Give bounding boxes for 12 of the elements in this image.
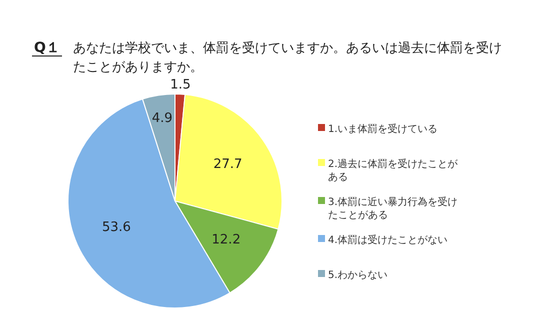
data-label: 1.5 (170, 78, 191, 93)
chart-title: Q１ (34, 40, 60, 56)
data-label: 27.7 (213, 156, 242, 172)
legend-label: 1.いま体罰を受けている (328, 123, 438, 135)
chart-subtitle: あなたは学校でいま、体罰を受けていますか。あるいは過去に体罰を受けたことがありますか。 (73, 41, 502, 75)
data-label: 12.2 (212, 232, 241, 248)
legend-label: 3.体罰に近い暴力行為を受けたことがある (328, 196, 458, 221)
legend-label: 4.体罰は受けたことがない (328, 234, 448, 246)
legend-label: 5.わからない (328, 270, 388, 281)
legend-label: 2.過去に体罰を受けたことがある (328, 158, 459, 183)
data-label: 4.9 (152, 111, 173, 126)
data-label: 53.6 (102, 220, 131, 235)
